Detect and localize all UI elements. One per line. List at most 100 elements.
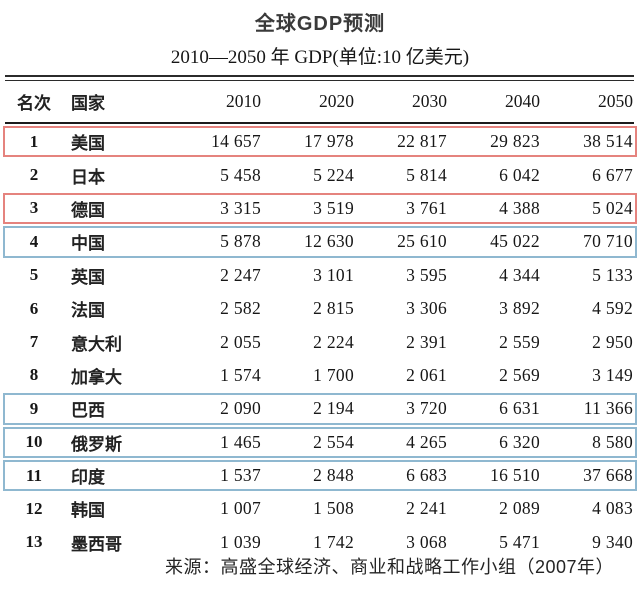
table-row: 10 俄罗斯 1 465 2 554 4 265 6 320 8 580 <box>3 426 637 459</box>
gdp-value-cell: 1 465 <box>220 431 261 452</box>
table-row: 12 韩国 1 007 1 508 2 241 2 089 4 083 <box>5 492 634 525</box>
gdp-value-cell: 1 039 <box>220 531 261 552</box>
table-row: 13 墨西哥 1 039 1 742 3 068 5 471 9 340 <box>5 526 634 559</box>
rank-cell: 5 <box>29 265 39 285</box>
gdp-value-cell: 2 554 <box>313 431 354 452</box>
gdp-value-cell: 2 582 <box>220 298 261 319</box>
country-cell: 俄罗斯 <box>71 434 122 454</box>
gdp-value-cell: 45 022 <box>490 231 540 252</box>
gdp-value-cell: 5 458 <box>220 164 261 185</box>
gdp-value-cell: 6 677 <box>592 164 633 185</box>
country-cell: 日本 <box>71 167 105 187</box>
gdp-value-cell: 17 978 <box>304 131 354 152</box>
page-title: 全球GDP预测 <box>254 13 386 35</box>
gdp-value-cell: 1 508 <box>313 498 354 519</box>
gdp-value-cell: 16 510 <box>490 465 540 486</box>
rank-cell: 9 <box>29 398 39 418</box>
gdp-value-cell: 3 720 <box>406 398 447 419</box>
source-note: 来源：高盛全球经济、商业和战略工作小组（2007年） <box>165 557 615 577</box>
header-2010: 2010 <box>226 91 261 111</box>
table-top-rule <box>5 75 634 81</box>
country-cell: 英国 <box>71 267 105 287</box>
gdp-value-cell: 2 224 <box>313 331 354 352</box>
header-rank: 名次 <box>17 94 51 113</box>
country-cell: 法国 <box>71 301 105 321</box>
gdp-value-cell: 1 700 <box>313 364 354 385</box>
header-2040: 2040 <box>505 91 540 111</box>
rank-cell: 2 <box>29 165 39 185</box>
country-cell: 加拿大 <box>71 367 122 387</box>
table-row: 6 法国 2 582 2 815 3 306 3 892 4 592 <box>5 292 634 325</box>
gdp-value-cell: 11 366 <box>583 398 633 419</box>
table-caption: 2010—2050 年 GDP(单位:10 亿美元) <box>170 47 470 68</box>
gdp-value-cell: 2 848 <box>313 465 354 486</box>
country-cell: 印度 <box>71 468 105 488</box>
table-row: 9 巴西 2 090 2 194 3 720 6 631 11 366 <box>3 392 637 425</box>
gdp-value-cell: 4 344 <box>499 264 540 285</box>
gdp-value-cell: 2 055 <box>220 331 261 352</box>
rank-cell: 10 <box>25 432 43 452</box>
header-2030: 2030 <box>412 91 447 111</box>
gdp-value-cell: 2 194 <box>313 398 354 419</box>
gdp-value-cell: 6 042 <box>499 164 540 185</box>
gdp-value-cell: 2 815 <box>313 298 354 319</box>
country-cell: 巴西 <box>71 401 105 421</box>
table-row: 7 意大利 2 055 2 224 2 391 2 559 2 950 <box>5 325 634 358</box>
gdp-value-cell: 5 814 <box>406 164 447 185</box>
rank-cell: 3 <box>29 198 39 218</box>
gdp-value-cell: 1 742 <box>313 531 354 552</box>
gdp-value-cell: 3 315 <box>220 197 261 218</box>
gdp-value-cell: 3 068 <box>406 531 447 552</box>
gdp-value-cell: 6 683 <box>406 465 447 486</box>
table-row: 11 印度 1 537 2 848 6 683 16 510 37 668 <box>3 459 637 492</box>
gdp-value-cell: 1 537 <box>220 465 261 486</box>
rank-cell: 11 <box>25 465 43 485</box>
gdp-value-cell: 29 823 <box>490 131 540 152</box>
gdp-value-cell: 5 471 <box>499 531 540 552</box>
gdp-value-cell: 3 595 <box>406 264 447 285</box>
header-2050: 2050 <box>598 91 633 111</box>
gdp-value-cell: 2 241 <box>406 498 447 519</box>
gdp-value-cell: 2 089 <box>499 498 540 519</box>
gdp-value-cell: 3 519 <box>313 197 354 218</box>
gdp-value-cell: 1 574 <box>220 364 261 385</box>
table-row: 5 英国 2 247 3 101 3 595 4 344 5 133 <box>5 259 634 292</box>
country-cell: 美国 <box>71 134 105 154</box>
rank-cell: 13 <box>25 532 43 552</box>
gdp-value-cell: 2 247 <box>220 264 261 285</box>
gdp-value-cell: 3 149 <box>592 364 633 385</box>
country-cell: 德国 <box>71 200 105 220</box>
gdp-value-cell: 4 388 <box>499 197 540 218</box>
rank-cell: 8 <box>29 365 39 385</box>
table-header-row: 名次 国家 2010 2020 2030 2040 2050 <box>5 81 634 124</box>
gdp-value-cell: 4 083 <box>592 498 633 519</box>
gdp-value-cell: 37 668 <box>583 465 633 486</box>
gdp-value-cell: 4 265 <box>406 431 447 452</box>
gdp-value-cell: 1 007 <box>220 498 261 519</box>
gdp-value-cell: 3 101 <box>313 264 354 285</box>
gdp-value-cell: 5 024 <box>592 197 633 218</box>
country-cell: 墨西哥 <box>71 534 122 554</box>
country-cell: 中国 <box>71 234 105 254</box>
gdp-value-cell: 14 657 <box>211 131 261 152</box>
gdp-value-cell: 8 580 <box>592 431 633 452</box>
gdp-value-cell: 70 710 <box>583 231 633 252</box>
gdp-value-cell: 2 569 <box>499 364 540 385</box>
gdp-value-cell: 22 817 <box>397 131 447 152</box>
header-2020: 2020 <box>319 91 354 111</box>
rank-cell: 6 <box>29 298 39 318</box>
gdp-value-cell: 6 631 <box>499 398 540 419</box>
gdp-value-cell: 2 090 <box>220 398 261 419</box>
gdp-value-cell: 2 061 <box>406 364 447 385</box>
gdp-value-cell: 25 610 <box>397 231 447 252</box>
gdp-value-cell: 2 391 <box>406 331 447 352</box>
country-cell: 韩国 <box>71 501 105 521</box>
table-row: 1 美国 14 657 17 978 22 817 29 823 38 514 <box>3 125 637 158</box>
table-row: 8 加拿大 1 574 1 700 2 061 2 569 3 149 <box>5 359 634 392</box>
rank-cell: 7 <box>29 332 39 352</box>
gdp-value-cell: 5 224 <box>313 164 354 185</box>
gdp-value-cell: 3 892 <box>499 298 540 319</box>
gdp-value-cell: 3 306 <box>406 298 447 319</box>
gdp-value-cell: 2 950 <box>592 331 633 352</box>
